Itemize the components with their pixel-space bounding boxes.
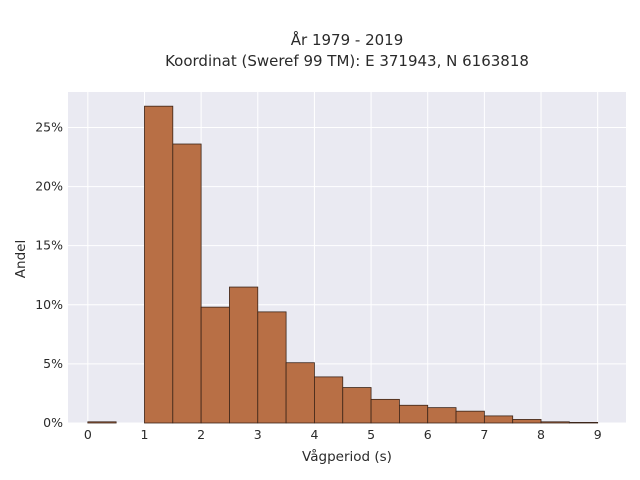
histogram-bar xyxy=(87,421,117,424)
histogram-bar xyxy=(314,376,344,424)
histogram-bars xyxy=(87,105,599,424)
y-tick-label: 0% xyxy=(43,415,63,430)
histogram-bar xyxy=(483,415,514,424)
y-tick-label: 10% xyxy=(35,297,63,312)
y-tick-label: 5% xyxy=(43,356,63,371)
y-axis-label: Andel xyxy=(13,240,29,278)
histogram-bar xyxy=(200,306,230,424)
x-tick-label: 2 xyxy=(197,427,205,442)
histogram-bar xyxy=(540,421,570,424)
x-tick-label: 7 xyxy=(480,427,488,442)
histogram-bar xyxy=(285,362,315,424)
y-tick-label: 15% xyxy=(35,238,63,253)
x-tick-label: 3 xyxy=(254,427,262,442)
histogram-bar xyxy=(399,404,429,424)
chart-title-line-2: Koordinat (Sweref 99 TM): E 371943, N 61… xyxy=(165,52,529,70)
histogram-bar xyxy=(342,387,372,424)
x-tick-label: 5 xyxy=(367,427,375,442)
x-tick-label: 8 xyxy=(537,427,545,442)
histogram-bar xyxy=(144,105,174,424)
histogram-bar xyxy=(455,410,485,424)
x-tick-label: 4 xyxy=(310,427,318,442)
y-tick-label: 20% xyxy=(35,179,63,194)
x-tick-label: 9 xyxy=(594,427,602,442)
chart-title-line-1: År 1979 - 2019 xyxy=(291,30,404,49)
histogram-bar xyxy=(427,407,457,424)
x-tick-label: 0 xyxy=(84,427,92,442)
x-tick-label: 6 xyxy=(424,427,432,442)
y-axis-ticks: 0% 5% 10% 15% 20% 25% xyxy=(35,119,63,430)
histogram-bar xyxy=(257,311,287,424)
histogram-bar xyxy=(512,419,542,424)
histogram-bar xyxy=(229,286,259,424)
x-axis-ticks: 0 1 2 3 4 5 6 7 8 9 xyxy=(84,427,602,442)
histogram-bar xyxy=(172,143,202,424)
x-tick-label: 1 xyxy=(141,427,149,442)
histogram-bar xyxy=(370,398,400,424)
y-tick-label: 25% xyxy=(35,119,63,134)
histogram-bar xyxy=(568,422,599,424)
x-axis-label: Vågperiod (s) xyxy=(302,448,392,465)
